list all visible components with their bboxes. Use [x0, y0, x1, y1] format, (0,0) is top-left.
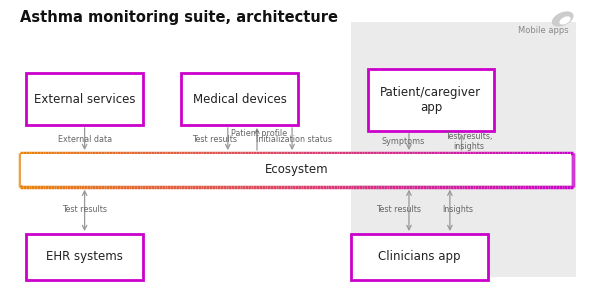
- Text: Patient/caregiver
app: Patient/caregiver app: [381, 86, 481, 114]
- Text: Test results: Test results: [62, 205, 107, 214]
- FancyBboxPatch shape: [21, 154, 572, 185]
- FancyBboxPatch shape: [181, 74, 298, 125]
- FancyBboxPatch shape: [26, 74, 143, 125]
- Text: External services: External services: [34, 93, 135, 106]
- Text: Test results,
insights: Test results, insights: [445, 132, 493, 152]
- Text: Symptoms: Symptoms: [382, 137, 425, 146]
- Text: EHR systems: EHR systems: [46, 250, 123, 263]
- Text: Insights: Insights: [442, 205, 473, 214]
- Text: Test results: Test results: [192, 135, 237, 144]
- Text: Ecosystem: Ecosystem: [265, 164, 328, 176]
- FancyBboxPatch shape: [368, 69, 494, 131]
- FancyBboxPatch shape: [350, 22, 575, 277]
- FancyBboxPatch shape: [350, 234, 488, 280]
- Text: Patient profile: Patient profile: [231, 129, 287, 138]
- Text: Test results: Test results: [376, 205, 421, 214]
- Text: Initialization status: Initialization status: [256, 135, 332, 144]
- Ellipse shape: [559, 16, 571, 25]
- Ellipse shape: [552, 11, 573, 27]
- Text: Medical devices: Medical devices: [192, 93, 286, 106]
- Text: Mobile apps: Mobile apps: [518, 26, 569, 35]
- Text: External data: External data: [58, 135, 112, 144]
- FancyBboxPatch shape: [26, 234, 143, 280]
- Text: Clinicians app: Clinicians app: [378, 250, 460, 263]
- Text: Asthma monitoring suite, architecture: Asthma monitoring suite, architecture: [20, 10, 338, 25]
